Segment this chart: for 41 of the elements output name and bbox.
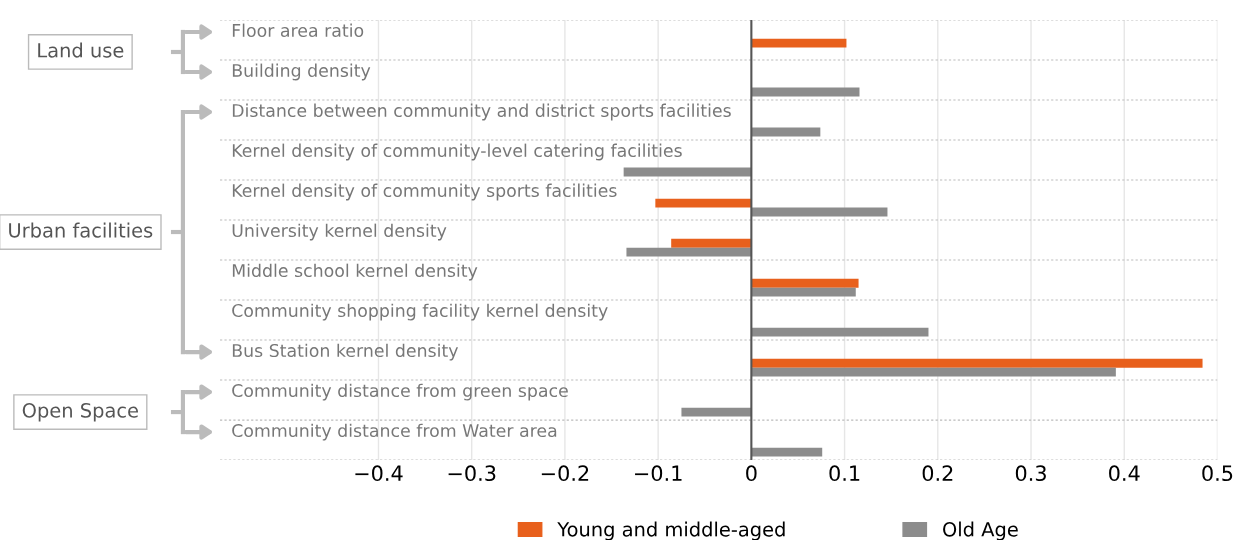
legend-label: Young and middle-aged: [557, 521, 785, 540]
bar: [751, 367, 1116, 377]
y-tick-label: Building density: [232, 63, 371, 81]
x-tick-label: 0.1: [829, 465, 860, 482]
x-tick-label: −0.2: [541, 465, 589, 482]
x-tick-label: −0.1: [635, 465, 682, 482]
y-tick-label: Community distance from Water area: [232, 423, 557, 441]
bar: [751, 38, 847, 48]
y-tick-label: University kernel density: [232, 223, 447, 241]
x-tick-label: −0.3: [448, 465, 496, 482]
bar: [751, 207, 888, 217]
y-tick-label: Community distance from green space: [232, 383, 568, 401]
bar: [623, 167, 752, 177]
y-tick-label: Kernel density of community-level catering facilities: [232, 143, 682, 161]
bar: [751, 287, 856, 297]
y-tick-label: Floor area ratio: [232, 23, 364, 38]
x-tick-label: 0.3: [1015, 465, 1046, 482]
bar: [671, 238, 752, 248]
y-tick-label: Bus Station kernel density: [232, 343, 459, 361]
bar: [751, 327, 929, 337]
bar: [626, 247, 752, 257]
x-tick-label: 0: [746, 465, 757, 482]
x-tick-label: −0.4: [355, 465, 403, 482]
x-tick-label: 0.5: [1202, 465, 1233, 482]
bar: [655, 198, 752, 208]
bar: [751, 87, 860, 97]
text: Open Space: [22, 403, 138, 422]
y-tick-label: Community shopping facility kernel density: [232, 303, 608, 321]
y-tick-label: Kernel density of community sports facilities: [232, 183, 617, 201]
text: Urban facilities: [9, 222, 153, 238]
bar: [751, 447, 823, 457]
bar: [751, 127, 821, 137]
y-tick-label: Distance between community and district sports facilities: [232, 103, 731, 121]
legend-label: Old Age: [943, 521, 1018, 540]
x-tick-label: 0.2: [922, 465, 953, 482]
bar: [751, 278, 859, 288]
bar: [681, 407, 752, 417]
y-tick-label: Middle school kernel density: [232, 263, 478, 281]
bar: [751, 358, 1203, 368]
x-tick-label: 0.4: [1109, 465, 1140, 482]
text: Land use: [38, 42, 124, 58]
